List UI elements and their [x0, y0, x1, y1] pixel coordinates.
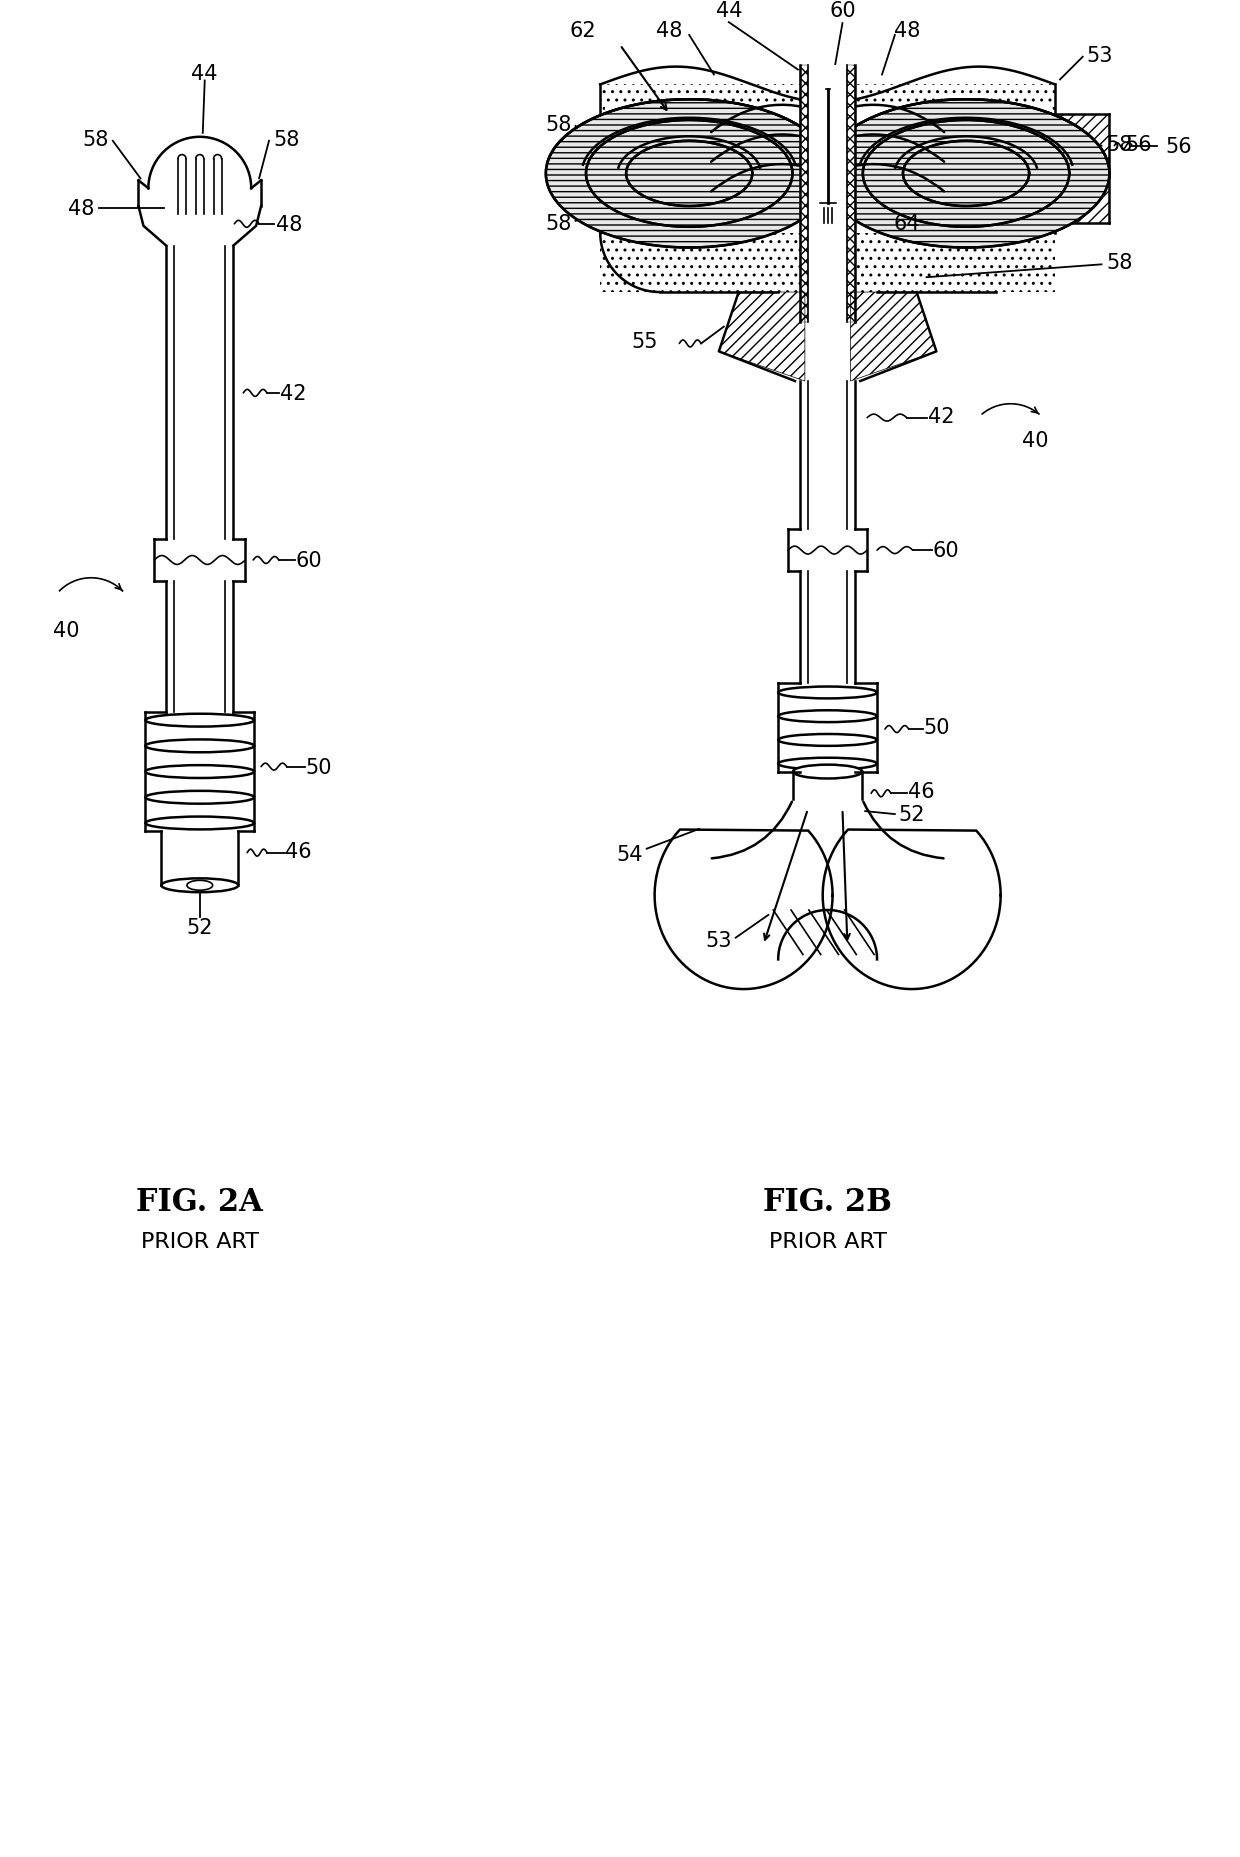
Bar	[600, 85, 1055, 293]
Text: 52: 52	[899, 804, 925, 825]
Ellipse shape	[822, 100, 1110, 249]
Text: 58: 58	[1106, 136, 1132, 154]
Text: 44: 44	[191, 63, 218, 84]
Bar	[847, 65, 856, 323]
Text: 40: 40	[1022, 431, 1049, 451]
Text: PRIOR ART: PRIOR ART	[141, 1231, 259, 1252]
Text: 60: 60	[295, 552, 322, 570]
Bar	[605, 106, 1050, 234]
Text: 52: 52	[186, 917, 213, 938]
Text: 64: 64	[893, 214, 920, 234]
Text: 50: 50	[923, 717, 950, 737]
Bar	[800, 65, 807, 323]
Text: FIG. 2B: FIG. 2B	[763, 1187, 892, 1218]
Text: 42: 42	[928, 407, 955, 427]
Text: 60: 60	[932, 540, 960, 561]
Text: 58: 58	[1106, 253, 1132, 273]
Text: 46: 46	[285, 841, 312, 862]
Text: 54: 54	[616, 845, 644, 864]
Text: 48: 48	[68, 199, 94, 219]
Bar	[1055, 115, 1110, 223]
Text: 58: 58	[546, 214, 572, 234]
Text: 42: 42	[280, 384, 308, 403]
Text: 48: 48	[894, 20, 920, 41]
Text: 56: 56	[1126, 136, 1152, 154]
Text: 44: 44	[715, 2, 742, 20]
Ellipse shape	[161, 878, 238, 893]
Bar	[800, 65, 856, 312]
Text: PRIOR ART: PRIOR ART	[769, 1231, 887, 1252]
Text: 53: 53	[1086, 46, 1112, 65]
Text: 58: 58	[546, 115, 572, 136]
Ellipse shape	[546, 100, 832, 249]
Text: 60: 60	[830, 2, 856, 20]
Text: 55: 55	[631, 332, 658, 353]
Text: FIG. 2A: FIG. 2A	[136, 1187, 263, 1218]
Text: 40: 40	[53, 620, 79, 641]
Text: 58: 58	[83, 130, 109, 150]
Ellipse shape	[794, 765, 862, 780]
Text: 53: 53	[706, 930, 732, 951]
Text: 62: 62	[569, 20, 595, 41]
Text: 56: 56	[1166, 137, 1192, 156]
Text: 58: 58	[274, 130, 300, 150]
Text: 46: 46	[908, 782, 935, 802]
Text: 50: 50	[305, 758, 331, 778]
Ellipse shape	[187, 880, 212, 891]
Text: 48: 48	[275, 215, 303, 234]
Text: 48: 48	[656, 20, 683, 41]
